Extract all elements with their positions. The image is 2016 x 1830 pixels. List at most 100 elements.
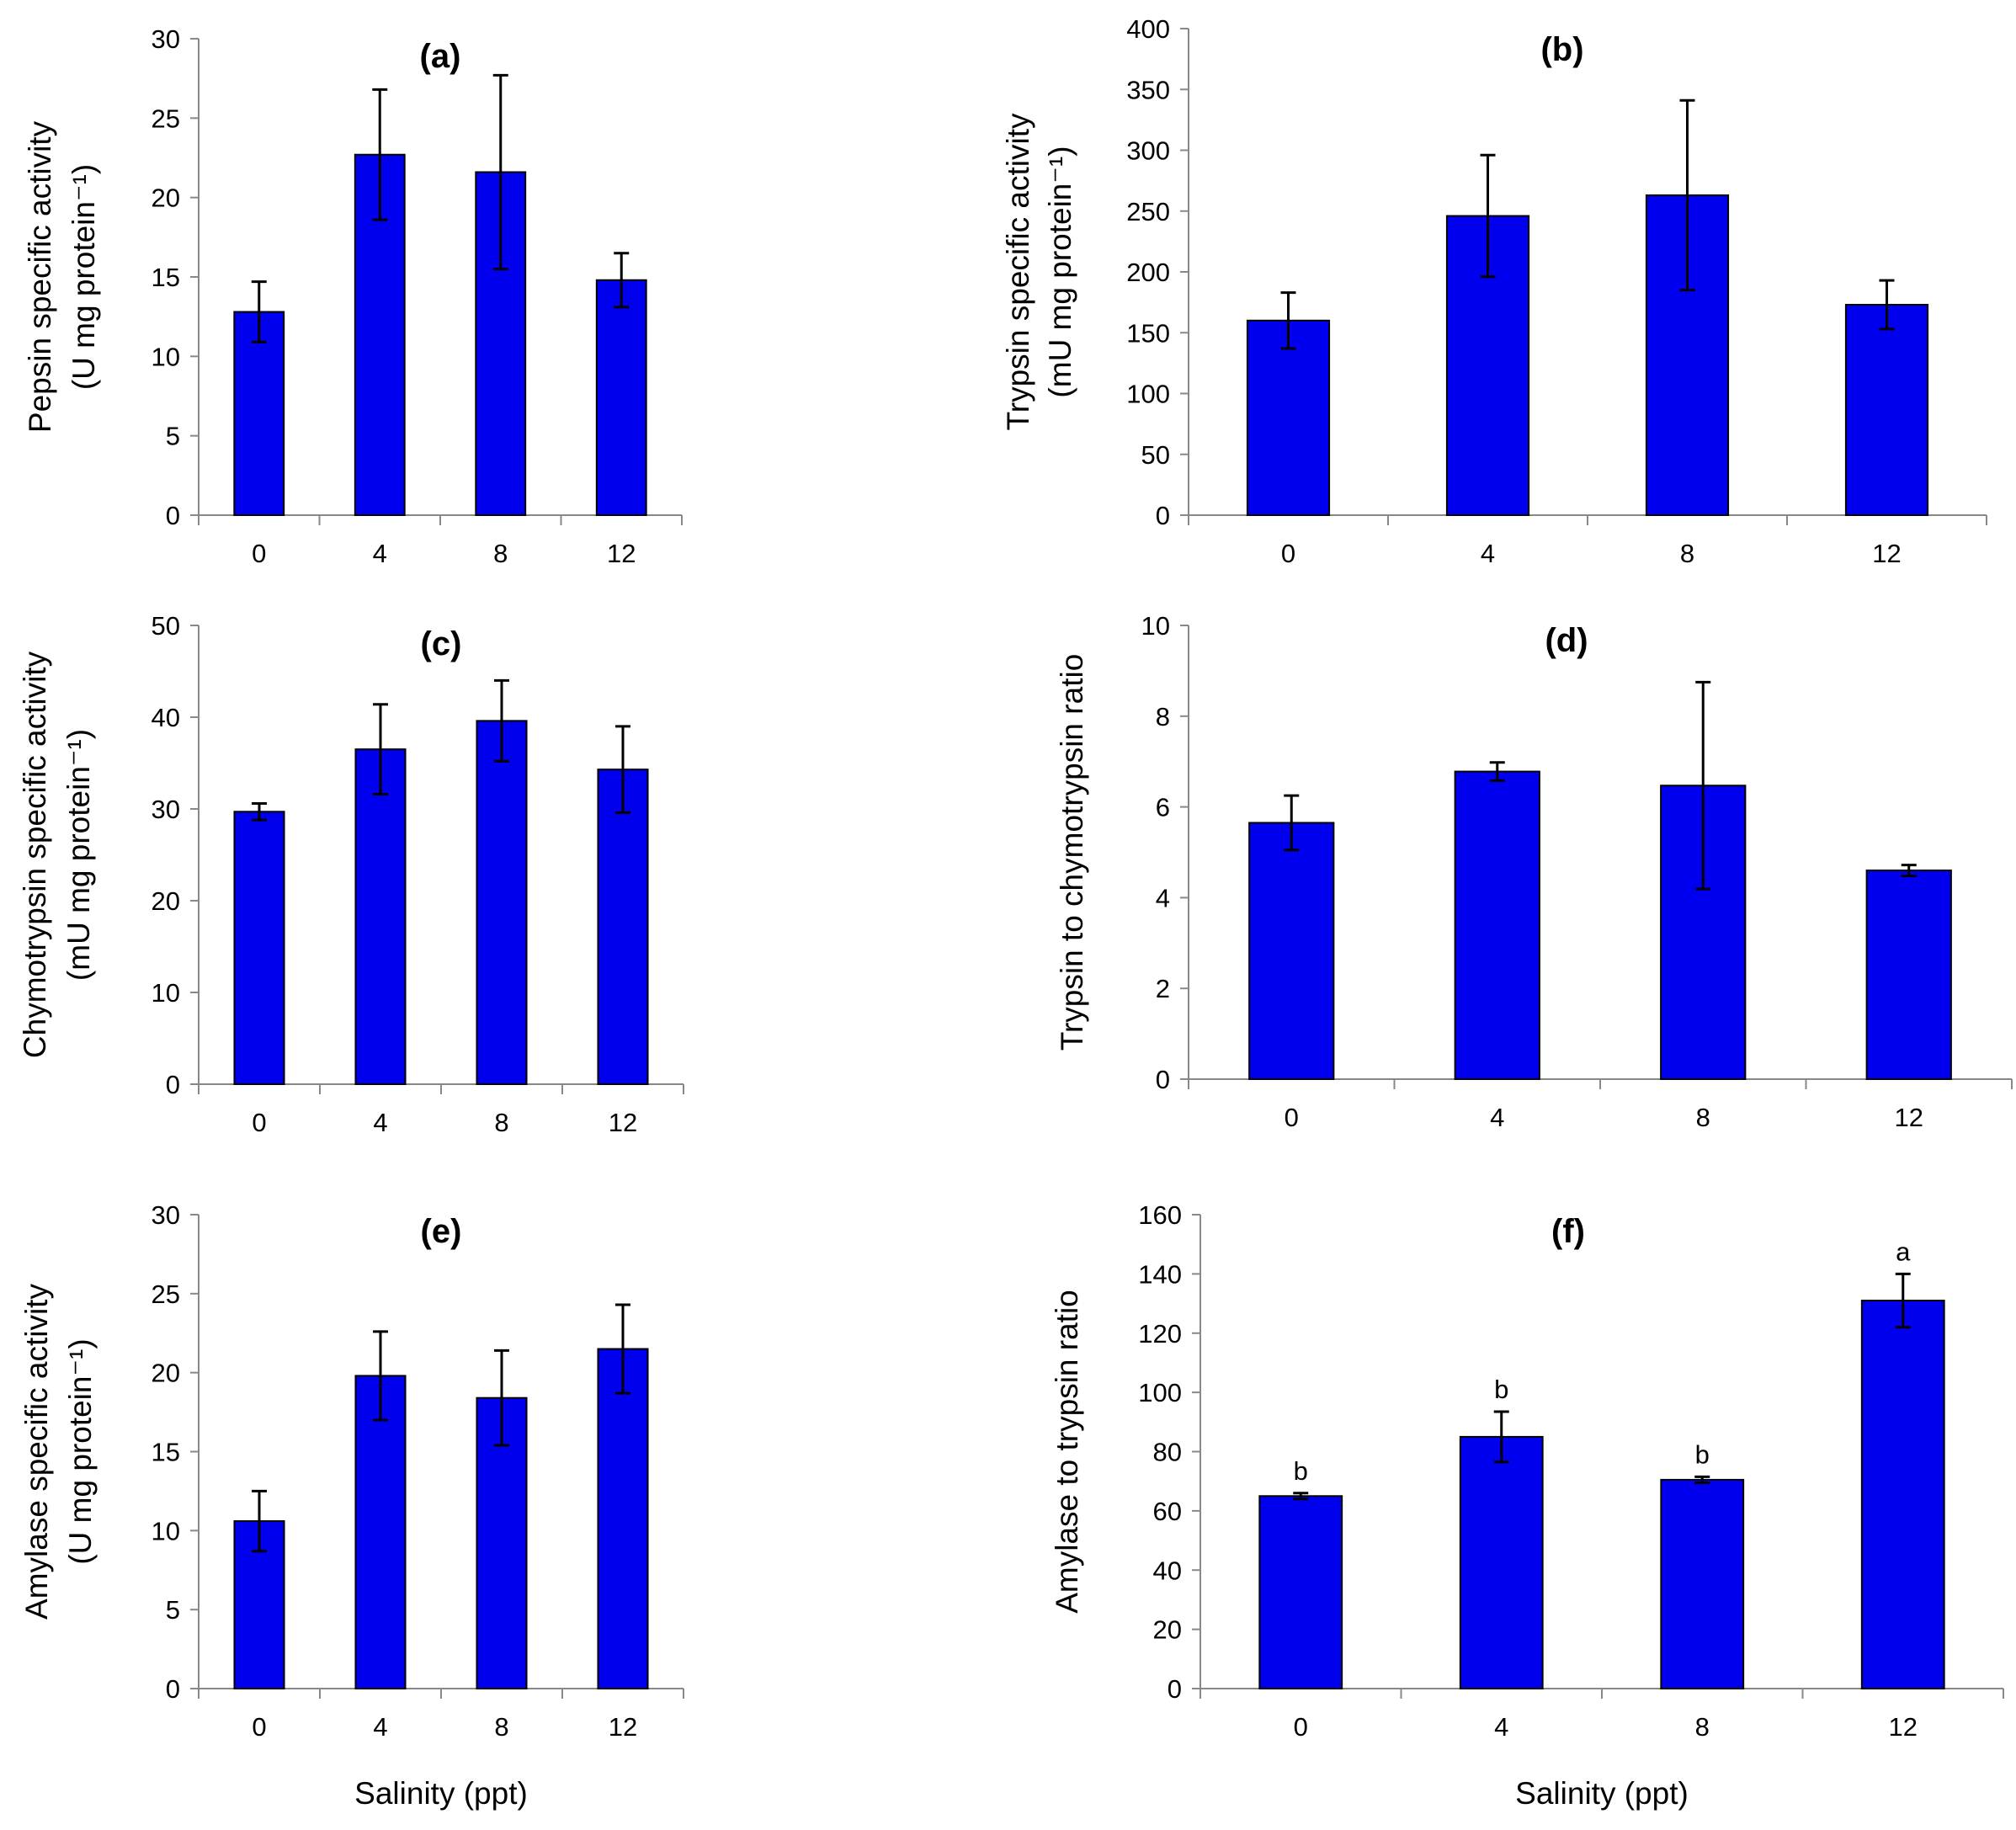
x-tick-label: 8 — [494, 1108, 508, 1137]
y-tick-label: 30 — [152, 24, 180, 54]
panel-title: (a) — [420, 38, 461, 75]
x-tick-label: 4 — [373, 539, 387, 568]
x-tick-label: 8 — [1695, 1712, 1710, 1742]
bar — [1454, 770, 1540, 1080]
x-tick-label: 0 — [252, 1108, 266, 1137]
y-tick-label: 40 — [152, 703, 180, 732]
y-axis-title: (mU mg protein⁻¹) — [1043, 146, 1077, 397]
y-tick-label: 120 — [1138, 1319, 1182, 1349]
bar — [1459, 1435, 1544, 1689]
x-tick-label: 4 — [1494, 1712, 1508, 1742]
x-tick-label: 8 — [493, 539, 508, 568]
x-tick-label: 12 — [609, 1108, 637, 1137]
chart-panel-5: 0 20 40 60 80 100 120 140 160 0 b 4 b 8 b 12 a (f) Amylase… — [1050, 1200, 2004, 1811]
y-tick-label: 25 — [152, 104, 180, 133]
panel-title: (e) — [421, 1213, 462, 1250]
significance-letter: b — [1294, 1456, 1308, 1486]
significance-letter: b — [1695, 1439, 1710, 1469]
x-tick-label: 8 — [1680, 539, 1694, 568]
y-axis-title: Chymotrypsin specific activity — [18, 651, 52, 1058]
x-axis-title: Salinity (ppt) — [1515, 1776, 1689, 1811]
x-tick-label: 0 — [1281, 539, 1295, 568]
y-tick-label: 250 — [1126, 197, 1170, 226]
y-axis-title: (mU mg protein⁻¹) — [61, 729, 96, 981]
bar — [354, 748, 407, 1086]
y-tick-label: 0 — [1168, 1674, 1182, 1704]
y-tick-label: 10 — [1141, 611, 1170, 641]
x-tick-label: 8 — [1696, 1103, 1710, 1132]
x-tick-label: 4 — [1490, 1103, 1504, 1132]
bar — [597, 769, 649, 1085]
y-tick-label: 0 — [166, 1674, 180, 1704]
y-tick-label: 5 — [166, 422, 180, 451]
y-tick-label: 0 — [166, 501, 180, 530]
panel-title: (b) — [1540, 31, 1583, 68]
x-tick-label: 0 — [252, 539, 266, 568]
y-tick-label: 50 — [152, 611, 180, 641]
y-axis-title: Pepsin specific activity — [23, 120, 57, 433]
bar — [595, 279, 647, 516]
bar — [1844, 304, 1929, 517]
x-tick-label: 0 — [1285, 1103, 1299, 1132]
panel-title: (f) — [1551, 1213, 1585, 1250]
y-tick-label: 20 — [152, 184, 180, 213]
bar — [1865, 870, 1952, 1081]
x-tick-label: 8 — [494, 1712, 508, 1742]
bar — [354, 1375, 407, 1690]
y-tick-label: 20 — [1153, 1615, 1182, 1645]
y-tick-label: 80 — [1153, 1438, 1182, 1467]
y-tick-label: 10 — [152, 342, 180, 371]
y-tick-label: 150 — [1126, 318, 1170, 348]
panel-title: (c) — [421, 625, 462, 662]
x-tick-label: 0 — [252, 1712, 266, 1742]
y-tick-label: 5 — [166, 1595, 180, 1625]
y-tick-label: 0 — [1156, 1065, 1170, 1094]
y-axis-title: (U mg protein⁻¹) — [66, 164, 101, 390]
chart-panel-0: 0 5 10 15 20 25 30 0 4 8 12 (a) Pepsin specific acti… — [23, 24, 683, 568]
y-tick-label: 15 — [152, 263, 180, 292]
x-tick-label: 4 — [1481, 539, 1495, 568]
x-tick-label: 12 — [609, 1712, 637, 1742]
y-tick-label: 100 — [1126, 380, 1170, 409]
y-tick-label: 30 — [152, 795, 180, 824]
bar — [233, 811, 285, 1086]
y-tick-label: 0 — [166, 1070, 180, 1099]
bar — [233, 311, 285, 516]
y-tick-label: 15 — [152, 1438, 180, 1467]
y-axis-title: Amylase specific activity — [19, 1284, 54, 1620]
y-tick-label: 6 — [1156, 793, 1170, 822]
bar — [1258, 1495, 1343, 1689]
bar — [1246, 319, 1331, 516]
y-tick-label: 160 — [1138, 1200, 1182, 1230]
y-tick-label: 60 — [1153, 1497, 1182, 1526]
bar — [1860, 1300, 1945, 1689]
x-tick-label: 12 — [1895, 1103, 1923, 1132]
y-axis-title: Trypsin to chymotrypsin ratio — [1055, 654, 1089, 1051]
y-tick-label: 30 — [152, 1200, 180, 1230]
panel-title: (d) — [1545, 622, 1588, 659]
y-tick-label: 25 — [152, 1279, 180, 1309]
x-tick-label: 12 — [607, 539, 636, 568]
y-tick-label: 100 — [1138, 1378, 1182, 1407]
y-tick-label: 10 — [152, 978, 180, 1008]
y-tick-label: 20 — [152, 886, 180, 916]
y-tick-label: 200 — [1126, 258, 1170, 287]
y-axis-title: Trypsin specific activity — [1001, 113, 1035, 430]
x-tick-label: 12 — [1872, 539, 1901, 568]
bar — [597, 1348, 649, 1690]
bar — [1248, 822, 1335, 1081]
bar — [1660, 1478, 1745, 1689]
y-tick-label: 350 — [1126, 75, 1170, 104]
y-tick-label: 140 — [1138, 1259, 1182, 1289]
y-tick-label: 400 — [1126, 14, 1170, 44]
y-tick-label: 20 — [152, 1359, 180, 1388]
y-axis-title: Amylase to trypsin ratio — [1050, 1290, 1084, 1614]
y-tick-label: 2 — [1156, 974, 1170, 1003]
y-tick-label: 300 — [1126, 136, 1170, 166]
chart-panel-3: 0 2 4 6 8 10 0 4 8 12 (d) Trypsin to chymotrypsin r… — [1055, 611, 2013, 1132]
y-tick-label: 10 — [152, 1516, 180, 1545]
y-tick-label: 50 — [1141, 440, 1170, 470]
chart-panel-1: 0 50 100 150 200 250 300 350 400 0 4 8 12 (b) Trypsin … — [1001, 14, 1987, 568]
y-tick-label: 40 — [1153, 1556, 1182, 1585]
